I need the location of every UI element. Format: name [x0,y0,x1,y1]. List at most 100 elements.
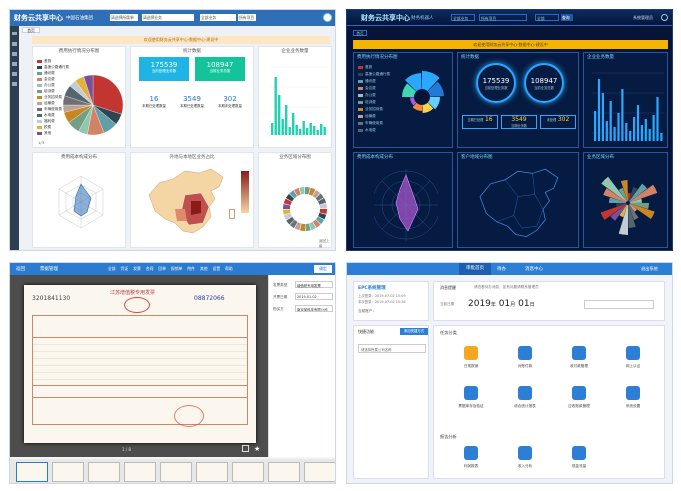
settings-icon[interactable] [12,82,17,86]
legend-item[interactable]: 通讯费 [358,79,376,84]
confirm-button[interactable]: 确定 [314,265,332,273]
bar [660,133,663,141]
legend-pager[interactable]: 1/3 [38,140,45,145]
legend-item[interactable]: 业务招待费 [358,107,383,112]
legend-item[interactable]: 税费 [37,125,51,130]
menu-item[interactable]: 全部 [108,266,116,271]
task-tile[interactable]: 应收账款管理 [556,384,602,418]
home-icon[interactable] [12,42,17,46]
legend-item[interactable]: 会议费 [358,86,376,91]
legend-item[interactable]: 车辆使用费 [358,121,383,126]
report-tile[interactable]: 收入分析 [502,444,548,474]
task-tile[interactable]: 系统设置 [610,384,656,418]
invoice-type-field[interactable]: 增值税专用发票 [295,281,333,288]
menu-item[interactable]: 帮助 [225,266,233,271]
panel-expense-pie: 费用执行情况分布图 差旅 高速公路通行费 通讯费 会议费办公费 培训费 业务招待费 运输费车… [32,46,126,148]
power-icon[interactable] [661,14,668,21]
panel-map: 外地与本地区业务占比 [130,152,254,248]
thumbnail[interactable] [88,462,120,482]
thumbnail[interactable] [196,462,228,482]
return-link[interactable]: 返回上级 [319,239,330,248]
avatar[interactable] [323,13,332,22]
thumbnail[interactable] [304,462,335,482]
legend-item[interactable]: 运输费 [358,114,376,119]
thumbnail[interactable] [268,462,300,482]
legend-item[interactable]: 运输费 [37,101,55,106]
company-select[interactable]: 请选择所属公司名称 [358,344,426,353]
legend-label: 会议费 [44,77,55,81]
thumbnail[interactable] [124,462,156,482]
add-shortcut-button[interactable]: 添加快捷方式 [400,328,428,335]
legend-item[interactable]: 通讯费 [37,71,55,76]
legend-item[interactable]: 差旅 [358,65,372,70]
task-tile[interactable]: 收付款管理 [556,344,602,378]
menu-item[interactable]: 回单 [158,266,166,271]
filter-select-all[interactable]: 全部业务 [200,14,236,21]
search-input[interactable] [584,300,654,309]
menu-icon[interactable] [12,32,17,35]
legend-item[interactable]: 办公费 [358,93,376,98]
legend-item[interactable]: 其他 [37,131,51,136]
legend-item[interactable]: 差旅 [37,59,51,64]
back-button[interactable]: 返回 [16,267,25,272]
report-tile[interactable]: 利润报表 [448,444,494,474]
task-tile[interactable]: 对账付款 [502,344,548,378]
user-icon[interactable] [12,72,17,76]
task-tile[interactable]: 日常报销 [448,344,494,378]
filter-business[interactable]: 全部业务 [451,14,475,21]
legend-item[interactable]: 培训费 [37,89,55,94]
legend-item[interactable]: 会议费 [37,77,55,82]
stat-label: 当前业务总数 [534,86,554,90]
filter-select-business[interactable]: 请选择业务 [142,14,194,21]
report-tile[interactable]: 现金流量 [556,444,602,474]
rose-petal [618,187,628,202]
top-bar: 审批首页 待办 消息中心 退出系统 [347,263,672,275]
legend-swatch [37,77,42,81]
thumbnail[interactable] [232,462,264,482]
image-viewer: 江苏增值税专用发票 3201841130 08872066 1 / 8 ★ [10,275,268,457]
buyer-field[interactable]: 南京某科技有限公司 [295,305,333,312]
star-icon[interactable]: ★ [254,445,261,453]
thumbnail[interactable] [52,462,84,482]
tab-todo[interactable]: 待办 [497,267,506,272]
tab-home[interactable]: 首页 [22,27,40,33]
page-title: 票据管理 [40,267,58,272]
tab-messages[interactable]: 消息中心 [525,267,543,272]
menu-item[interactable]: 发票 [133,266,141,271]
filter-select-project[interactable]: 所有项目 [238,14,256,21]
panel-title: 费用执行情况分布图 [58,49,100,54]
legend-item[interactable]: 水电费 [358,128,376,133]
menu-item[interactable]: 报销单 [170,266,183,271]
legend-item[interactable]: 办公费 [37,83,55,88]
legend-item[interactable]: 培训费 [358,100,376,105]
legend-item[interactable]: 车辆使用费 [37,107,62,112]
exit-button[interactable]: 退出系统 [641,266,658,271]
filter-select-unit[interactable]: 请选择所属单位 [110,14,138,26]
menu-item[interactable]: 其他 [199,266,208,271]
legend-item[interactable]: 高速公路通行费 [37,65,69,70]
task-tile[interactable]: 网上认证 [610,344,656,378]
filter-all[interactable]: 全部 [535,14,559,21]
bar [306,128,309,135]
stat-label: 本期已处理数量 [180,104,204,108]
date-field[interactable]: 2019-01-02 [295,293,333,300]
menu-item[interactable]: 设置 [212,266,221,271]
menu-item[interactable]: 凭证 [120,266,129,271]
thumbnail[interactable] [16,462,48,482]
legend-item[interactable]: 福利费 [37,119,55,124]
rotate-icon[interactable] [242,445,249,452]
menu-item[interactable]: 附件 [187,266,195,271]
task-tile[interactable]: 综合统计报表 [502,384,548,418]
menu-item[interactable]: 合同 [145,266,154,271]
legend-item[interactable]: 高速公路通行费 [358,72,390,77]
tab-approval-home[interactable]: 审批首页 [459,263,491,275]
chart-icon[interactable] [12,52,17,56]
task-tile[interactable]: 票据库存及验证 [448,384,494,418]
filter-project[interactable]: 所有项目 [479,14,527,21]
tab-home[interactable]: 首页 [353,30,367,36]
thumbnail[interactable] [160,462,192,482]
document-icon[interactable] [12,62,17,66]
legend-item[interactable]: 水电费 [37,113,55,118]
query-button[interactable]: 查询 [561,14,573,21]
legend-item[interactable]: 业务招待费 [37,95,62,100]
